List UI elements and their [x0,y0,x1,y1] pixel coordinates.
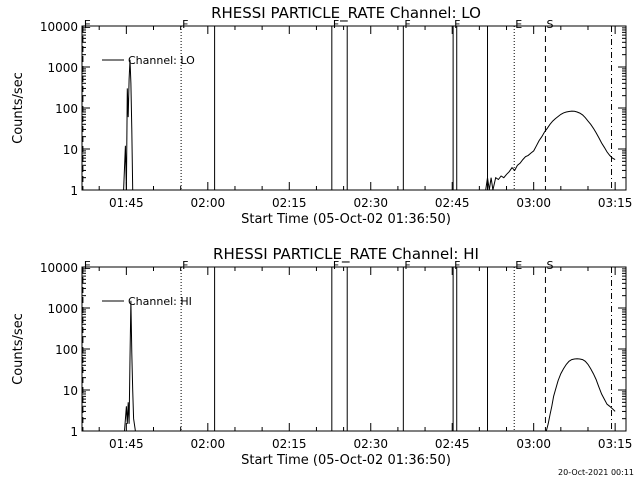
y-tick-label: 1000 [47,302,78,316]
x-tick-label: 02:30 [353,437,388,451]
flag-label: F [404,259,410,272]
flag-label: E [515,259,522,272]
y-axis-label: Counts/sec [11,313,26,385]
x-tick-label: 01:45 [109,437,144,451]
x-tick-label: 02:15 [272,437,307,451]
y-tick-label: 10000 [40,261,78,275]
x-tick-label: 02:15 [272,196,307,210]
flag-label: F [333,18,339,31]
x-tick-label: 03:00 [516,196,551,210]
y-tick-label: 10 [63,384,78,398]
plot-frame [81,25,627,191]
flag-label: F [182,259,188,272]
x-axis-label: Start Time (05-Oct-02 01:36:50) [241,212,451,227]
series-line [123,59,616,191]
x-tick-label: 03:15 [598,196,633,210]
flag-label: S [546,18,553,31]
y-tick-label: 100 [55,102,78,116]
x-axis-label: Start Time (05-Oct-02 01:36:50) [241,453,451,468]
flag-label: F [454,259,460,272]
flag-label: F [404,18,410,31]
flag-label: F [182,18,188,31]
y-tick-label: 10 [63,143,78,157]
y-tick-label: 1 [70,425,78,439]
flag-label: F [454,18,460,31]
legend-label: Channel: HI [128,295,192,308]
x-tick-label: 01:45 [109,196,144,210]
x-tick-label: 02:00 [191,196,226,210]
y-axis-label: Counts/sec [11,72,26,144]
x-tick-label: 03:15 [598,437,633,451]
plot-frame [81,266,627,432]
flag-label: S [546,259,553,272]
x-tick-label: 02:30 [353,196,388,210]
flag-label: E [84,18,91,31]
y-tick-label: 10000 [40,20,78,34]
chart-title: RHESSI PARTICLE_RATE Channel: LO [211,4,481,23]
flag-label: E [84,259,91,272]
chart-title: RHESSI PARTICLE_RATE Channel: HI [213,245,479,264]
flag-label: F [333,259,339,272]
chart-panel-1: RHESSI PARTICLE_RATE Channel: LO 1 10 100 10… [11,4,632,227]
flag-label: E [515,18,522,31]
x-tick-label: 02:45 [435,437,470,451]
legend-label: Channel: LO [128,54,195,67]
y-tick-label: 100 [55,343,78,357]
series-line [124,300,616,432]
chart-panel-2: RHESSI PARTICLE_RATE Channel: HI 1 10 100 10… [11,245,632,468]
y-tick-label: 1 [70,184,78,198]
footer-timestamp: 20-Oct-2021 00:11 [558,468,634,477]
x-tick-label: 02:00 [191,437,226,451]
y-tick-label: 1000 [47,61,78,75]
x-tick-label: 02:45 [435,196,470,210]
x-tick-label: 03:00 [516,437,551,451]
